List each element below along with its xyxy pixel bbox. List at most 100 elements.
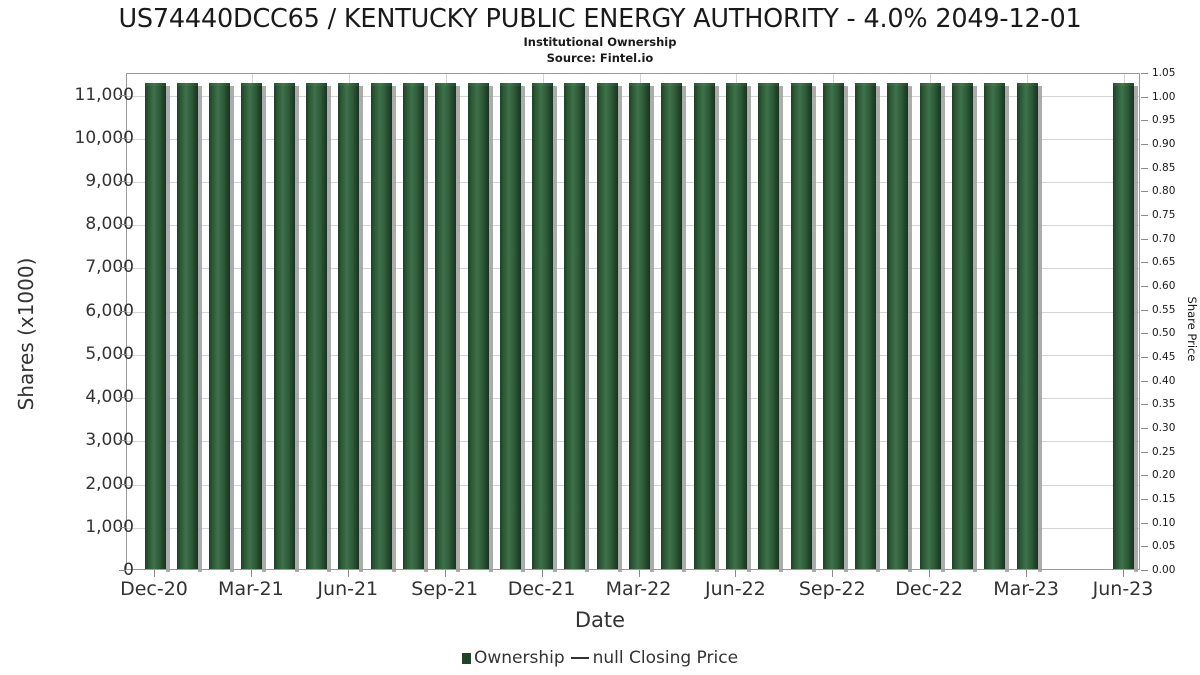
bar[interactable] <box>435 83 460 572</box>
y-axis-right-tick-mark <box>1141 357 1148 358</box>
x-axis-tick-label: Dec-20 <box>120 578 188 600</box>
bar[interactable] <box>468 83 493 572</box>
y-axis-right-tick-label: 0.50 <box>1152 327 1176 340</box>
legend-item-ownership[interactable]: Ownership <box>461 648 565 668</box>
y-axis-left-tick-label: 3,000 <box>85 430 134 451</box>
bar-cap <box>1113 83 1134 86</box>
bar[interactable] <box>661 83 686 572</box>
y-axis-right-tick-mark <box>1141 309 1148 311</box>
y-axis-right-tick-label: 0.30 <box>1152 422 1176 434</box>
x-axis-tick-mark <box>444 570 446 577</box>
bar[interactable] <box>791 83 816 572</box>
x-axis-tick-mark <box>638 570 640 577</box>
y-axis-right-tick-label: 0.75 <box>1152 209 1176 221</box>
legend-label-closing-price: null Closing Price <box>592 648 739 668</box>
x-axis-tick-label: Dec-22 <box>895 578 964 600</box>
x-axis-tick-mark <box>929 570 931 577</box>
y-axis-right-tick-mark <box>1141 522 1148 524</box>
bar[interactable] <box>532 83 557 572</box>
bar[interactable] <box>887 83 912 572</box>
bar[interactable] <box>1113 83 1138 572</box>
x-axis-tick-label: Jun-21 <box>317 578 379 600</box>
legend-swatch-icon <box>461 652 471 664</box>
y-axis-right-tick-label: 0.95 <box>1152 114 1176 127</box>
bar-cap <box>209 83 230 86</box>
bar[interactable] <box>403 83 428 572</box>
bar[interactable] <box>274 83 299 572</box>
bar[interactable] <box>855 83 880 572</box>
bar-cap <box>661 83 682 86</box>
y-axis-right-tick-label: 1.00 <box>1152 90 1176 103</box>
y-axis-left-tick-label: 8,000 <box>85 214 134 235</box>
bar-cap <box>306 83 327 86</box>
y-axis-right-tick-label: 0.70 <box>1152 232 1176 245</box>
bar[interactable] <box>564 83 589 572</box>
bar[interactable] <box>209 83 234 572</box>
bar[interactable] <box>371 83 396 572</box>
bar[interactable] <box>145 83 170 572</box>
plot-area <box>126 73 1140 572</box>
bar[interactable] <box>726 83 751 572</box>
bar[interactable] <box>984 83 1009 572</box>
bar[interactable] <box>500 83 525 572</box>
legend-item-closing-price[interactable]: null Closing Price <box>565 648 738 668</box>
y-axis-left-tick-mark <box>119 440 126 442</box>
chart-title: US74440DCC65 / KENTUCKY PUBLIC ENERGY AU… <box>118 4 1082 34</box>
x-axis-tick-mark <box>541 570 543 577</box>
bar[interactable] <box>597 83 622 572</box>
bar[interactable] <box>338 83 363 572</box>
bar-cap <box>823 83 844 86</box>
bar-cap <box>597 83 618 86</box>
y-axis-left-tick-mark <box>119 224 126 226</box>
y-axis-right-tick-mark <box>1141 96 1148 98</box>
legend-label-ownership: Ownership <box>473 648 565 668</box>
x-axis-tick-label: Jun-23 <box>1092 578 1154 600</box>
x-axis-tick-mark <box>154 570 155 577</box>
y-axis-right-tick-mark <box>1141 167 1148 169</box>
chart-source: Source: Fintel.io <box>546 51 654 65</box>
y-axis-left-tick-mark <box>119 570 126 571</box>
y-axis-left-tick-mark <box>119 353 126 355</box>
bar-cap <box>855 83 876 86</box>
bar[interactable] <box>306 83 331 572</box>
y-axis-right-tick-mark <box>1141 73 1148 74</box>
bar[interactable] <box>241 83 266 572</box>
x-axis-tick-label: Mar-23 <box>993 578 1059 600</box>
bar[interactable] <box>920 83 945 572</box>
bar-series-ownership <box>127 74 1139 572</box>
y-axis-left-tick-mark <box>119 310 126 312</box>
x-axis-tick-label: Sep-21 <box>411 578 479 600</box>
y-axis-left-tick-label: 10,000 <box>74 127 134 148</box>
y-axis-right-tick-mark <box>1141 333 1148 335</box>
chart-subtitle: Institutional Ownership <box>523 35 677 49</box>
y-axis-right-tick-mark <box>1141 191 1148 193</box>
y-axis-left-tick-mark <box>119 267 126 269</box>
y-axis-right-tick-mark <box>1141 262 1148 264</box>
bar-cap <box>1017 83 1038 86</box>
bar[interactable] <box>823 83 848 572</box>
bar-cap <box>177 83 198 86</box>
y-axis-right-tick-label: 0.45 <box>1152 351 1176 363</box>
x-axis-title: Date <box>574 608 626 632</box>
bar-cap <box>338 83 359 86</box>
bar[interactable] <box>629 83 654 572</box>
y-axis-right-tick-mark <box>1141 238 1148 240</box>
bar-cap <box>952 83 973 86</box>
bar[interactable] <box>694 83 719 572</box>
bar-cap <box>887 83 908 86</box>
y-axis-right-tick-mark <box>1141 215 1148 216</box>
y-axis-right-tick-mark <box>1141 286 1148 287</box>
y-axis-left-tick-label: 7,000 <box>85 257 134 278</box>
y-axis-right-tick-mark <box>1141 451 1148 453</box>
bar[interactable] <box>952 83 977 572</box>
bar[interactable] <box>1017 83 1042 572</box>
bar[interactable] <box>758 83 783 572</box>
x-axis-tick-label: Jun-22 <box>705 578 766 600</box>
y-axis-right-title: Share Price <box>1185 296 1199 362</box>
y-axis-right-tick-label: 0.60 <box>1152 280 1176 292</box>
x-axis-tick-label: Mar-21 <box>218 578 284 600</box>
bar[interactable] <box>177 83 202 572</box>
y-axis-left-tick-label: 2,000 <box>85 473 134 494</box>
y-axis-left-tick-mark <box>119 526 126 528</box>
